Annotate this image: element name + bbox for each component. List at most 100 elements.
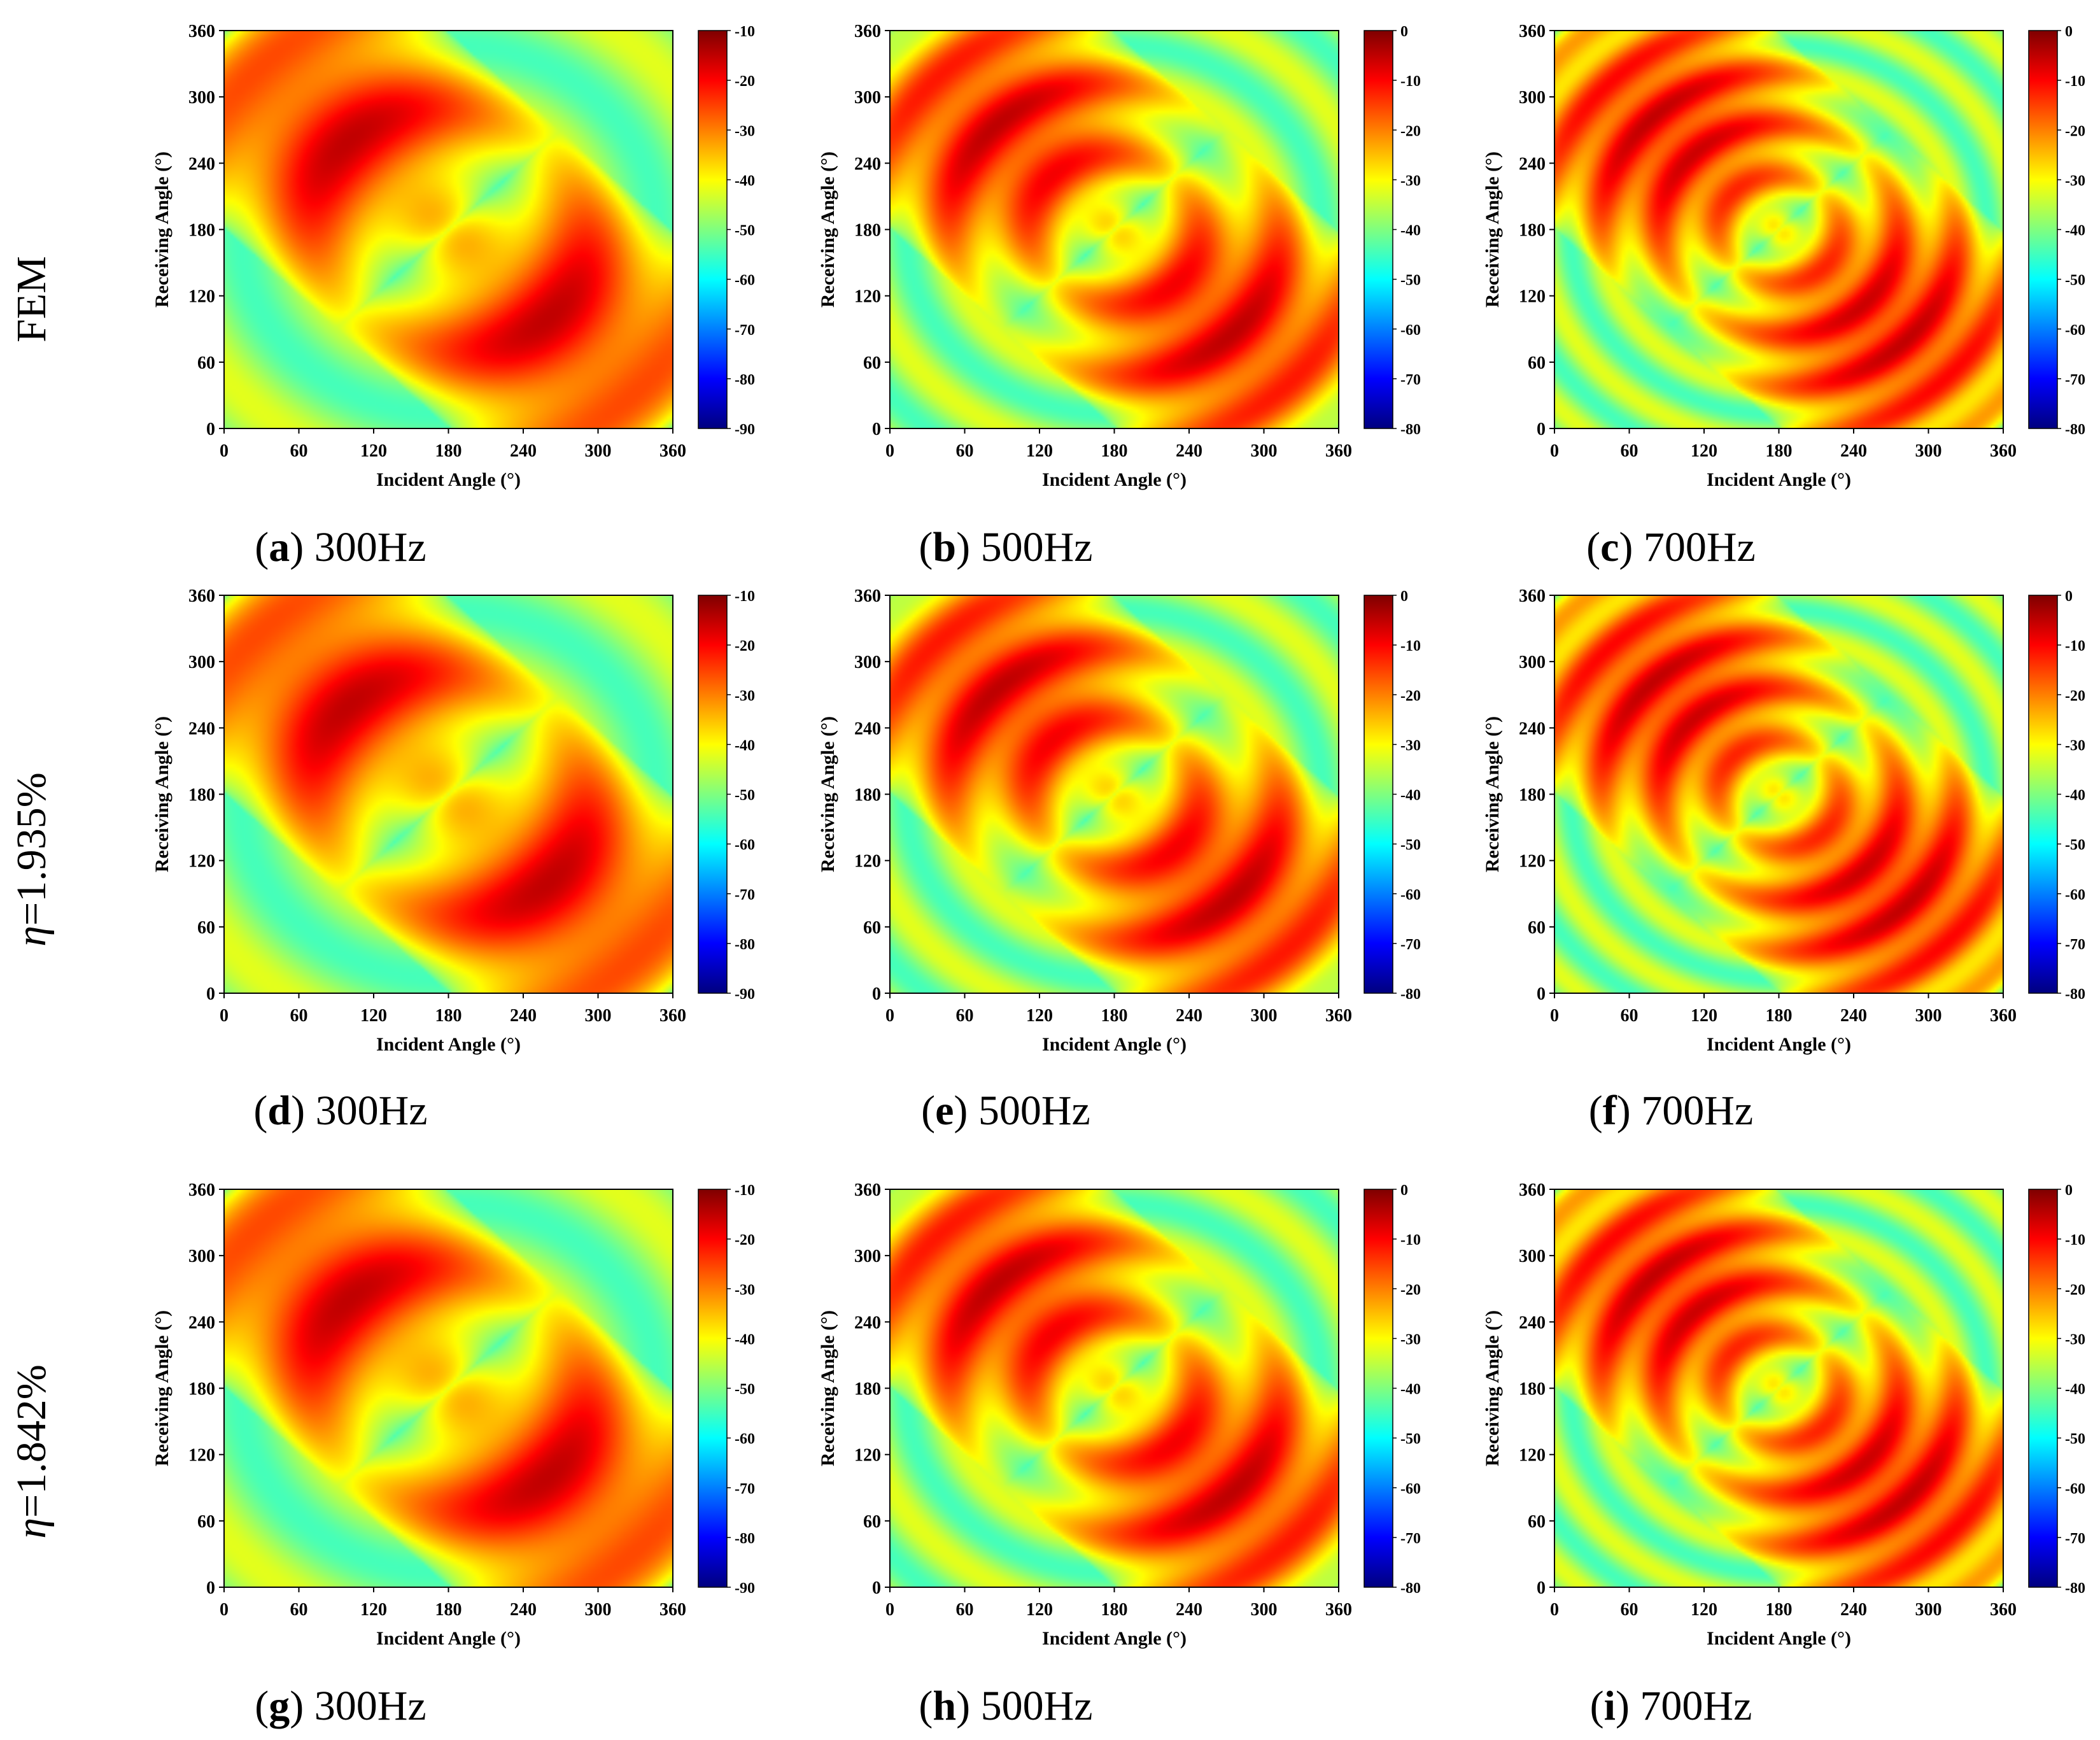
colorbar-tick-label: -60 — [735, 837, 755, 854]
x-tick-label: 240 — [1840, 1600, 1867, 1620]
y-axis-label: Receiving Angle (°) — [817, 1310, 838, 1466]
colorbar — [2028, 30, 2058, 429]
y-tick-label: 180 — [1519, 1380, 1546, 1399]
caption-paren-open: ( — [1588, 1087, 1603, 1134]
y-axis-label: Receiving Angle (°) — [1482, 1310, 1503, 1466]
y-tick-label: 300 — [854, 1247, 881, 1266]
y-tick-label: 240 — [1519, 719, 1546, 739]
x-tick-label: 180 — [435, 1006, 462, 1026]
heatmap-panel-b: 0 60 120 180 240 300 360 0 60 120 180 240 300 360 Inci… — [817, 22, 1421, 490]
colorbar-tick-label: -50 — [735, 1382, 755, 1398]
heatmap-panel-f: 0 60 120 180 240 300 360 0 60 120 180 240 300 360 Inci… — [1482, 586, 2085, 1055]
x-tick-label: 180 — [1766, 1600, 1793, 1620]
x-tick-label: 180 — [435, 1600, 462, 1620]
plot-group-h: 0 60 120 180 240 300 360 0 60 120 180 240 300 360 Inci… — [817, 1180, 1421, 1649]
y-tick-label: 120 — [188, 287, 215, 307]
y-tick-label: 0 — [872, 1578, 881, 1598]
panel-caption-d: (d) 300Hz — [118, 1086, 563, 1136]
colorbar-tick-label: -40 — [2065, 788, 2085, 804]
colorbar-tick-label: -20 — [735, 1232, 755, 1248]
colorbar-tick-label: -20 — [1400, 123, 1421, 139]
y-tick-label: 360 — [1519, 586, 1546, 606]
colorbar-tick-label: -80 — [2065, 421, 2085, 438]
caption-paren-open: ( — [921, 1087, 936, 1134]
caption-letter: e — [935, 1087, 954, 1134]
x-axis-label: Incident Angle (°) — [1707, 1628, 1851, 1649]
x-tick-label: 360 — [1325, 1006, 1352, 1026]
y-tick-label: 120 — [188, 1446, 215, 1466]
colorbar-tick-label: -40 — [735, 737, 755, 754]
colorbar-tick-label: -60 — [735, 272, 755, 289]
caption-frequency: 300Hz — [304, 1683, 426, 1729]
x-tick-label: 300 — [585, 1600, 612, 1620]
colorbar-tick-label: -70 — [1400, 937, 1421, 953]
colorbar-tick-label: -50 — [735, 223, 755, 239]
colorbar-tick-label: -20 — [2065, 1282, 2085, 1298]
x-tick-label: 120 — [360, 1006, 387, 1026]
colorbar-tick-label: -10 — [735, 24, 755, 40]
colorbar-tick-label: -30 — [735, 688, 755, 704]
x-tick-label: 0 — [885, 441, 894, 461]
colorbar-tick-label: -60 — [2065, 1481, 2085, 1497]
plot-group-d: 0 60 120 180 240 300 360 0 60 120 180 240 300 360 Inci… — [152, 586, 755, 1055]
y-tick-label: 120 — [854, 287, 881, 307]
heatmap-image-i — [1554, 1189, 2003, 1587]
row-label-eta-2: η=1.842% — [0, 1305, 70, 1598]
x-tick-label: 300 — [1251, 1006, 1278, 1026]
eta-symbol: η — [8, 925, 55, 947]
y-tick-label: 240 — [1519, 1313, 1546, 1333]
x-tick-label: 300 — [1915, 441, 1942, 461]
y-tick-label: 240 — [854, 1313, 881, 1333]
heatmap-image-f — [1554, 595, 2003, 993]
heatmap-panel-a: 0 60 120 180 240 300 360 0 60 120 180 240 300 360 Inci… — [152, 22, 755, 490]
y-tick-label: 120 — [1519, 852, 1546, 872]
y-tick-label: 360 — [854, 22, 881, 41]
colorbar-tick-label: -10 — [2065, 1232, 2085, 1248]
caption-frequency: 700Hz — [1630, 1087, 1754, 1134]
y-tick-label: 180 — [854, 221, 881, 241]
panel-caption-c: (c) 700Hz — [1448, 522, 1894, 573]
x-axis-label: Incident Angle (°) — [376, 1628, 521, 1649]
x-tick-label: 180 — [1101, 441, 1128, 461]
colorbar-tick-label: -30 — [2065, 173, 2085, 189]
caption-frequency: 300Hz — [305, 1087, 428, 1134]
x-tick-label: 120 — [1026, 1006, 1053, 1026]
y-tick-label: 60 — [1528, 1512, 1546, 1532]
y-tick-label: 300 — [188, 88, 215, 108]
x-tick-label: 60 — [1621, 441, 1638, 461]
colorbar-tick-label: -40 — [735, 173, 755, 189]
colorbar-tick-label: -50 — [2065, 837, 2085, 854]
colorbar-tick-label: -20 — [735, 73, 755, 90]
plot-group-g: 0 60 120 180 240 300 360 0 60 120 180 240 300 360 Inci… — [152, 1180, 755, 1649]
colorbar-tick-label: -80 — [1400, 986, 1421, 1003]
colorbar-tick-label: -80 — [1400, 1580, 1421, 1597]
colorbar-tick-label: -10 — [735, 588, 755, 605]
caption-paren-open: ( — [919, 524, 933, 570]
x-tick-label: 300 — [1915, 1006, 1942, 1026]
colorbar-tick-label: -70 — [735, 887, 755, 903]
x-tick-label: 180 — [1766, 1006, 1793, 1026]
caption-paren-open: ( — [253, 1087, 268, 1134]
heatmap-image-b — [890, 31, 1339, 428]
x-tick-label: 120 — [360, 1600, 387, 1620]
caption-paren-close: ) — [954, 1087, 968, 1134]
colorbar-tick-label: -70 — [2065, 937, 2085, 953]
colorbar-tick-label: -50 — [1400, 1431, 1421, 1448]
y-tick-label: 360 — [854, 1180, 881, 1200]
x-tick-label: 60 — [1621, 1006, 1638, 1026]
x-tick-label: 360 — [659, 1600, 686, 1620]
colorbar-tick-label: -10 — [1400, 73, 1421, 90]
colorbar-tick-label: -20 — [735, 638, 755, 654]
x-tick-label: 60 — [290, 441, 308, 461]
y-tick-label: 60 — [197, 353, 215, 373]
heatmap-panel-h: 0 60 120 180 240 300 360 0 60 120 180 240 300 360 Inci… — [817, 1180, 1421, 1649]
y-axis-label: Receiving Angle (°) — [152, 716, 173, 872]
caption-letter: d — [267, 1087, 292, 1134]
x-tick-label: 120 — [1691, 441, 1717, 461]
y-tick-label: 0 — [1537, 984, 1546, 1004]
colorbar-tick-label: -80 — [735, 937, 755, 953]
caption-letter: c — [1600, 524, 1619, 570]
x-tick-label: 180 — [435, 441, 462, 461]
y-tick-label: 360 — [188, 586, 215, 606]
plot-group-c: 0 60 120 180 240 300 360 0 60 120 180 240 300 360 Inci… — [1482, 22, 2085, 490]
